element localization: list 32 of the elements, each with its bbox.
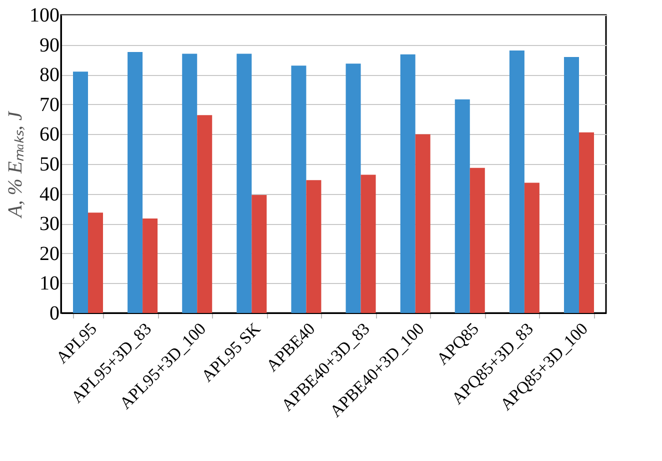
- bar: [236, 54, 252, 313]
- y-tick-label: 70: [40, 94, 60, 116]
- bar: [306, 180, 322, 313]
- bar: [400, 54, 416, 313]
- y-tick-label: 10: [40, 272, 60, 295]
- y-tick-label: 40: [40, 183, 60, 206]
- y-tick-label: 50: [40, 154, 60, 176]
- bar: [73, 72, 88, 313]
- bar: [346, 64, 361, 313]
- bar: [578, 132, 594, 313]
- y-tick-label: 0: [50, 302, 60, 324]
- bar: [360, 174, 376, 313]
- bar: [415, 134, 430, 313]
- y-tick-label: 80: [40, 64, 60, 86]
- bar: [454, 99, 470, 313]
- bar: [252, 194, 267, 313]
- bar: [291, 66, 306, 313]
- y-tick-label: 60: [40, 124, 60, 146]
- bar: [564, 57, 579, 313]
- y-tick-label: 100: [30, 4, 60, 26]
- bar: [524, 182, 540, 313]
- y-axis-title: A, % Eₘₐₖₛ, J: [4, 110, 26, 220]
- bar: [182, 54, 198, 313]
- bar: [88, 212, 104, 313]
- y-tick-label: 20: [40, 242, 60, 265]
- bar: [470, 168, 485, 313]
- bar: [128, 52, 143, 313]
- bar: [509, 50, 524, 313]
- y-tick-label: 90: [40, 34, 60, 56]
- bar: [142, 218, 158, 313]
- bar: [197, 115, 212, 313]
- y-tick-label: 30: [40, 213, 60, 236]
